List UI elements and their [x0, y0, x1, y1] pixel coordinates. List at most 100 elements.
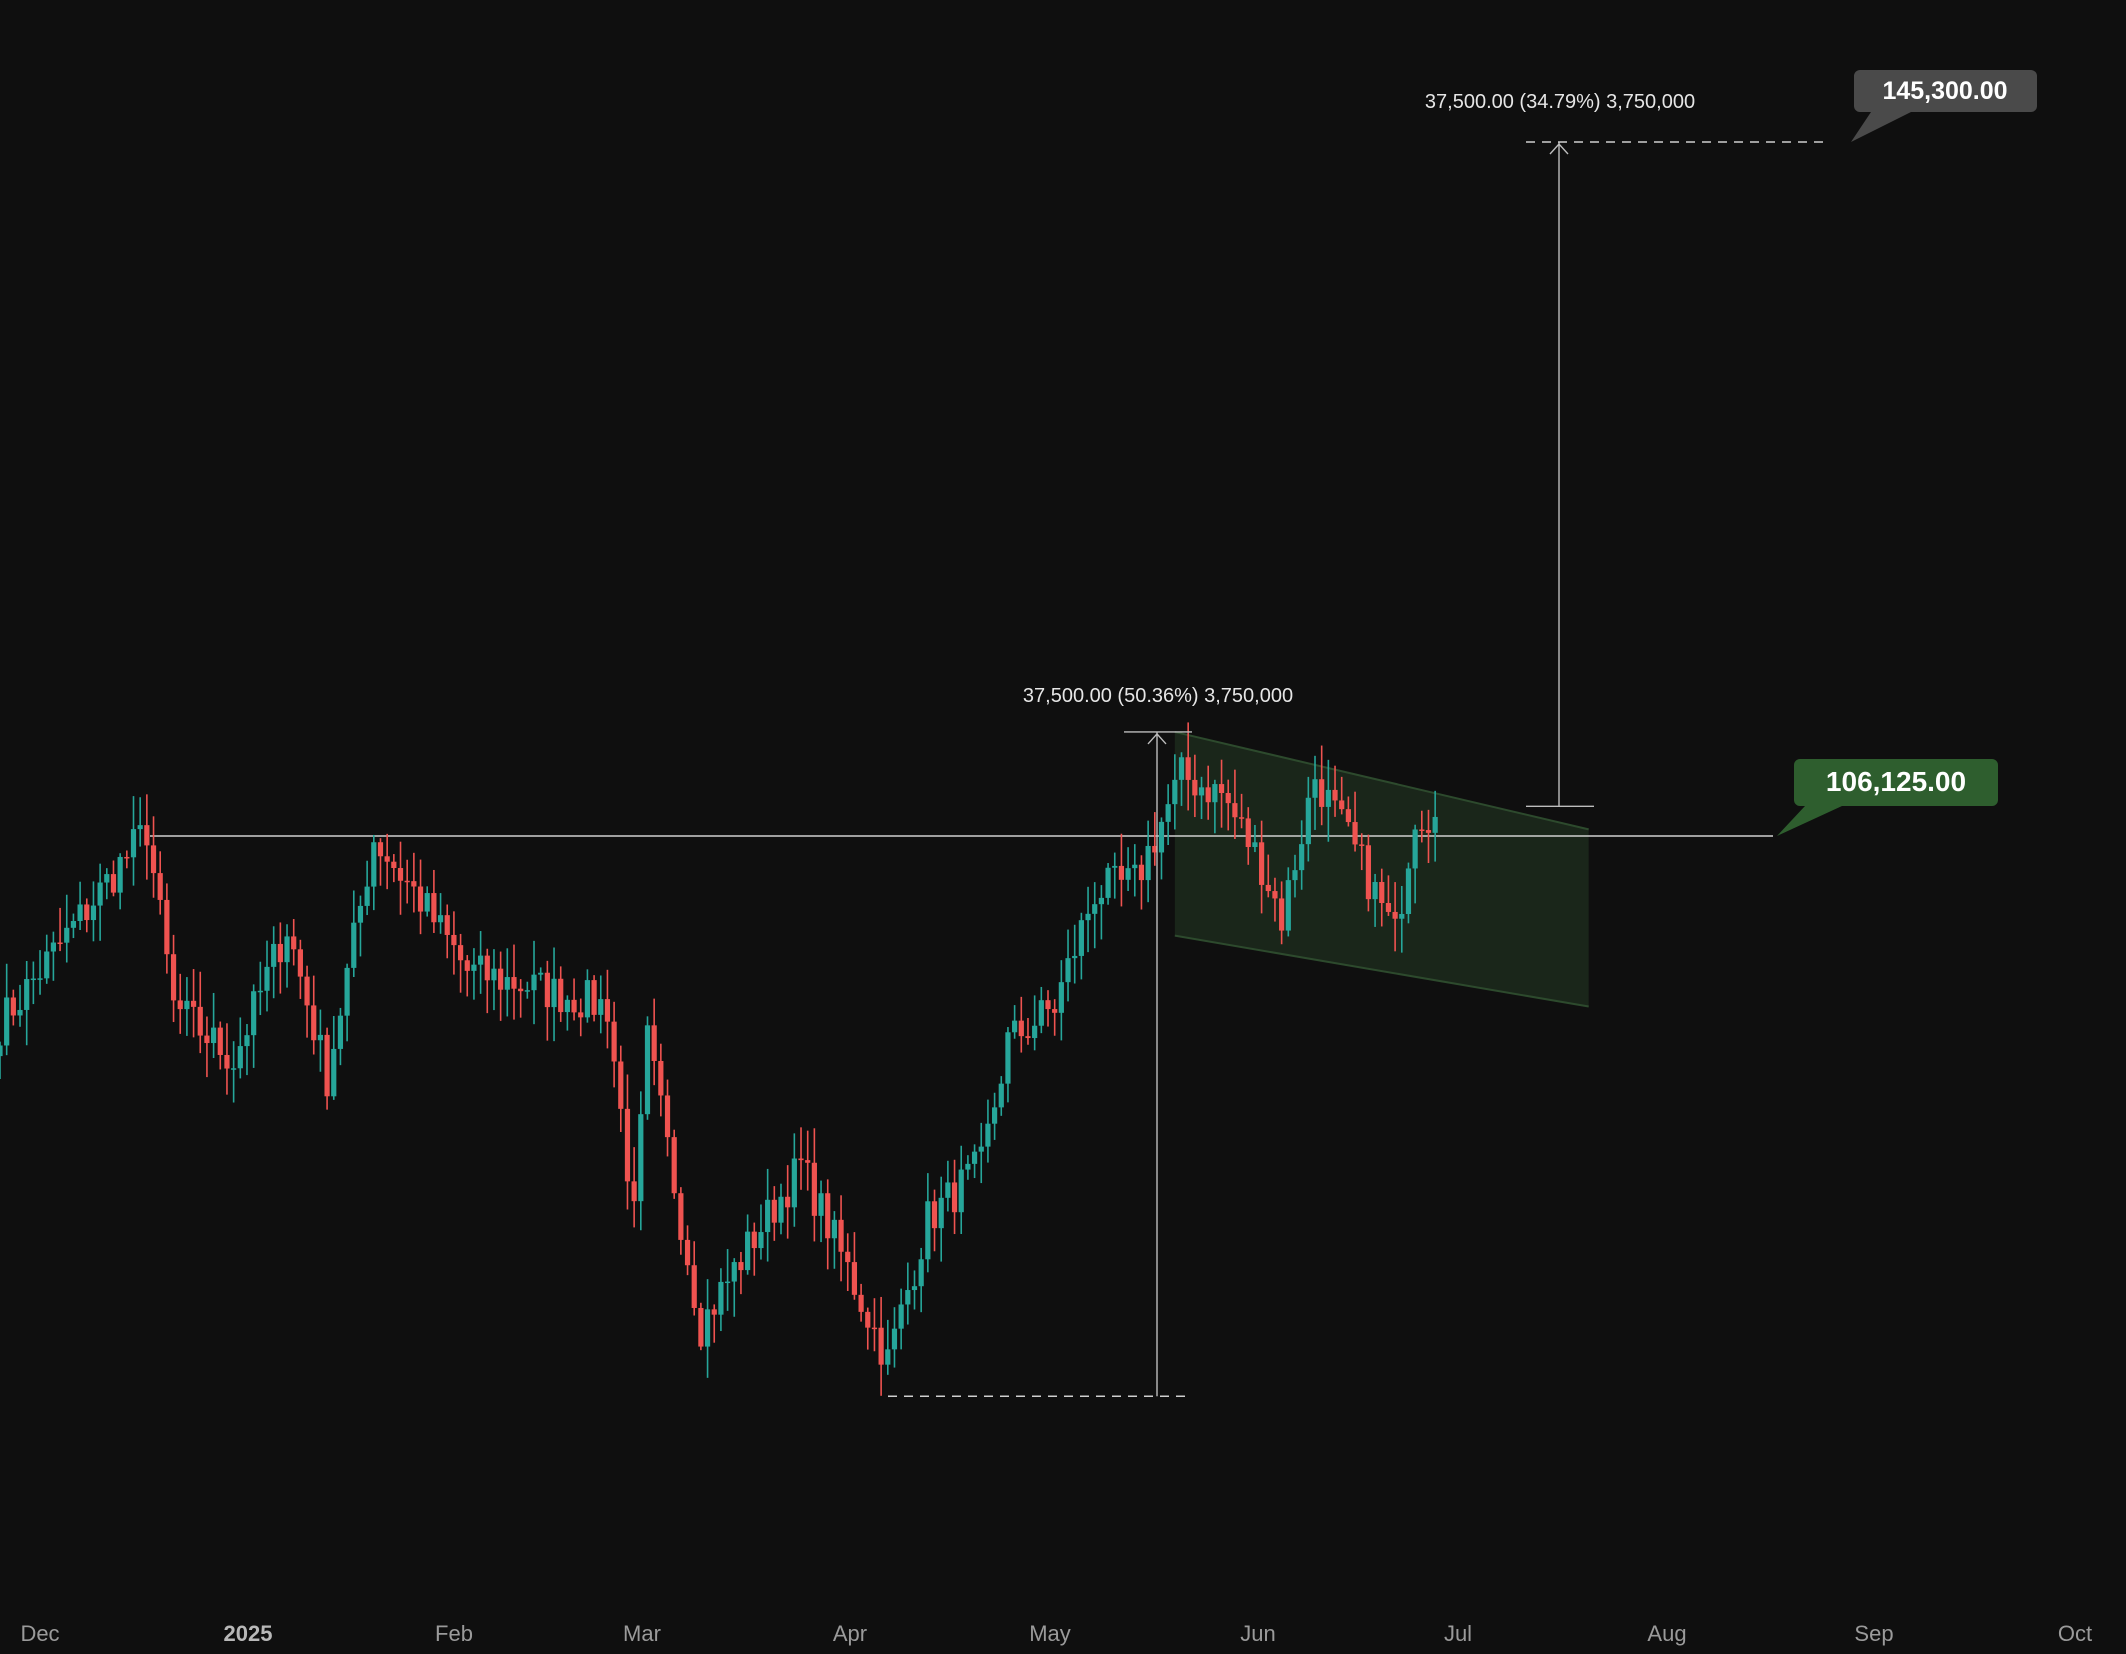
candle-body	[558, 978, 564, 1013]
candle-body	[64, 927, 70, 943]
candle-body	[364, 886, 370, 906]
candle-body	[958, 1169, 964, 1213]
candle-body	[337, 1015, 344, 1049]
candle-body	[1312, 779, 1318, 798]
candle-body	[471, 964, 477, 971]
candle-body	[985, 1123, 991, 1147]
candle-body	[945, 1182, 951, 1198]
candle-body	[771, 1199, 777, 1223]
candle-body	[891, 1328, 898, 1350]
candle-body	[184, 1000, 190, 1010]
level-price-tag[interactable]: 106,125.00	[1777, 759, 1998, 836]
candle-body	[257, 990, 263, 993]
candle-body	[778, 1196, 784, 1223]
candle-body	[498, 968, 504, 990]
candle-body	[651, 1025, 657, 1061]
candle-body	[1238, 817, 1245, 819]
candle-body	[1198, 787, 1205, 796]
candle-body	[404, 880, 410, 883]
candle-body	[244, 1035, 250, 1047]
candle-body	[1259, 842, 1265, 885]
axis-tick-apr: Apr	[833, 1621, 867, 1646]
candle-body	[1299, 844, 1305, 871]
candle-body	[724, 1281, 731, 1284]
candle-body	[1272, 891, 1278, 899]
candle-body	[664, 1095, 671, 1138]
candle-body	[551, 978, 557, 1008]
candle-body	[377, 842, 384, 857]
candle-body	[1245, 818, 1251, 848]
candle-body	[718, 1281, 724, 1315]
measure-move-1-label: 37,500.00 (50.36%) 3,750,000	[1023, 685, 1293, 707]
candle-body	[411, 881, 417, 887]
candle-body	[544, 972, 550, 1008]
candle-body	[518, 988, 524, 992]
candle-body	[825, 1193, 831, 1239]
measure-move-2-label: 37,500.00 (34.79%) 3,750,000	[1425, 91, 1695, 113]
candle-body	[644, 1025, 651, 1115]
candle-body	[1192, 779, 1198, 796]
candle-body	[264, 966, 270, 991]
candle-body	[1065, 958, 1071, 983]
candle-body	[277, 943, 283, 963]
candle-body	[1032, 1025, 1038, 1039]
candle-body	[1165, 804, 1171, 822]
candle-body	[1372, 881, 1378, 900]
axis-tick-dec: Dec	[20, 1621, 59, 1646]
candle-body	[157, 873, 163, 900]
target-price-tag[interactable]: 145,300.00	[1851, 70, 2037, 142]
candle-body	[1152, 845, 1158, 853]
candle-body	[1385, 903, 1392, 912]
candle-body	[1319, 779, 1325, 807]
candle-body	[965, 1163, 971, 1170]
candle-body	[130, 829, 137, 858]
candle-body	[237, 1046, 243, 1069]
candle-body	[571, 999, 577, 1013]
candle-body	[978, 1146, 984, 1152]
candle-body	[437, 915, 444, 923]
channel-upper-line	[1174, 730, 1589, 831]
axis-tick-jul: Jul	[1444, 1621, 1472, 1646]
candle-body	[991, 1107, 998, 1124]
candle-body	[898, 1304, 904, 1329]
time-axis[interactable]: Dec 2025 Feb Mar Apr May Jun Jul Aug Sep Oct	[20, 1621, 2092, 1646]
candle-body	[491, 968, 497, 981]
candle-body	[1072, 955, 1078, 959]
candle-body	[291, 936, 297, 950]
candle-body	[197, 1006, 203, 1036]
candle-body	[10, 997, 16, 1016]
candle-body	[998, 1083, 1004, 1108]
candle-body	[271, 943, 277, 967]
candle-body	[1158, 821, 1165, 853]
axis-tick-sep: Sep	[1854, 1621, 1893, 1646]
candle-body	[1425, 830, 1432, 833]
candle-body	[344, 967, 350, 1016]
candle-body	[97, 882, 103, 906]
candle-body	[951, 1182, 958, 1213]
candle-body	[811, 1162, 817, 1216]
candle-body	[1432, 816, 1438, 833]
candle-body	[1265, 884, 1271, 892]
candle-body	[351, 922, 357, 968]
candle-body	[1392, 911, 1398, 919]
candle-body	[638, 1114, 644, 1202]
candle-body	[865, 1311, 871, 1328]
axis-tick-mar: Mar	[623, 1621, 661, 1646]
candle-body	[317, 1034, 324, 1041]
candle-body	[658, 1060, 664, 1096]
candle-body	[1105, 867, 1111, 898]
candle-body	[564, 999, 570, 1013]
candle-body	[1405, 868, 1412, 914]
axis-tick-oct: Oct	[2058, 1621, 2092, 1646]
candle-body	[591, 980, 597, 1015]
candle-body	[1052, 1009, 1058, 1013]
measure-tools[interactable]	[888, 141, 1830, 1398]
candle-body	[0, 1045, 3, 1057]
candle-body	[1118, 865, 1125, 880]
candle-body	[1092, 904, 1098, 914]
candle-body	[1212, 784, 1218, 803]
candle-body	[1012, 1020, 1018, 1033]
candle-body	[1285, 880, 1291, 931]
